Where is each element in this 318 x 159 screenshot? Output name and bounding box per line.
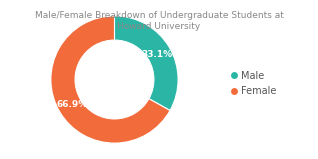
Text: 66.9%: 66.9% [56,100,87,109]
Text: 33.1%: 33.1% [142,50,173,59]
Text: Male/Female Breakdown of Undergraduate Students at
Howard University: Male/Female Breakdown of Undergraduate S… [35,11,283,31]
Wedge shape [51,16,170,143]
Wedge shape [114,16,178,111]
Legend: Male, Female: Male, Female [227,67,280,100]
